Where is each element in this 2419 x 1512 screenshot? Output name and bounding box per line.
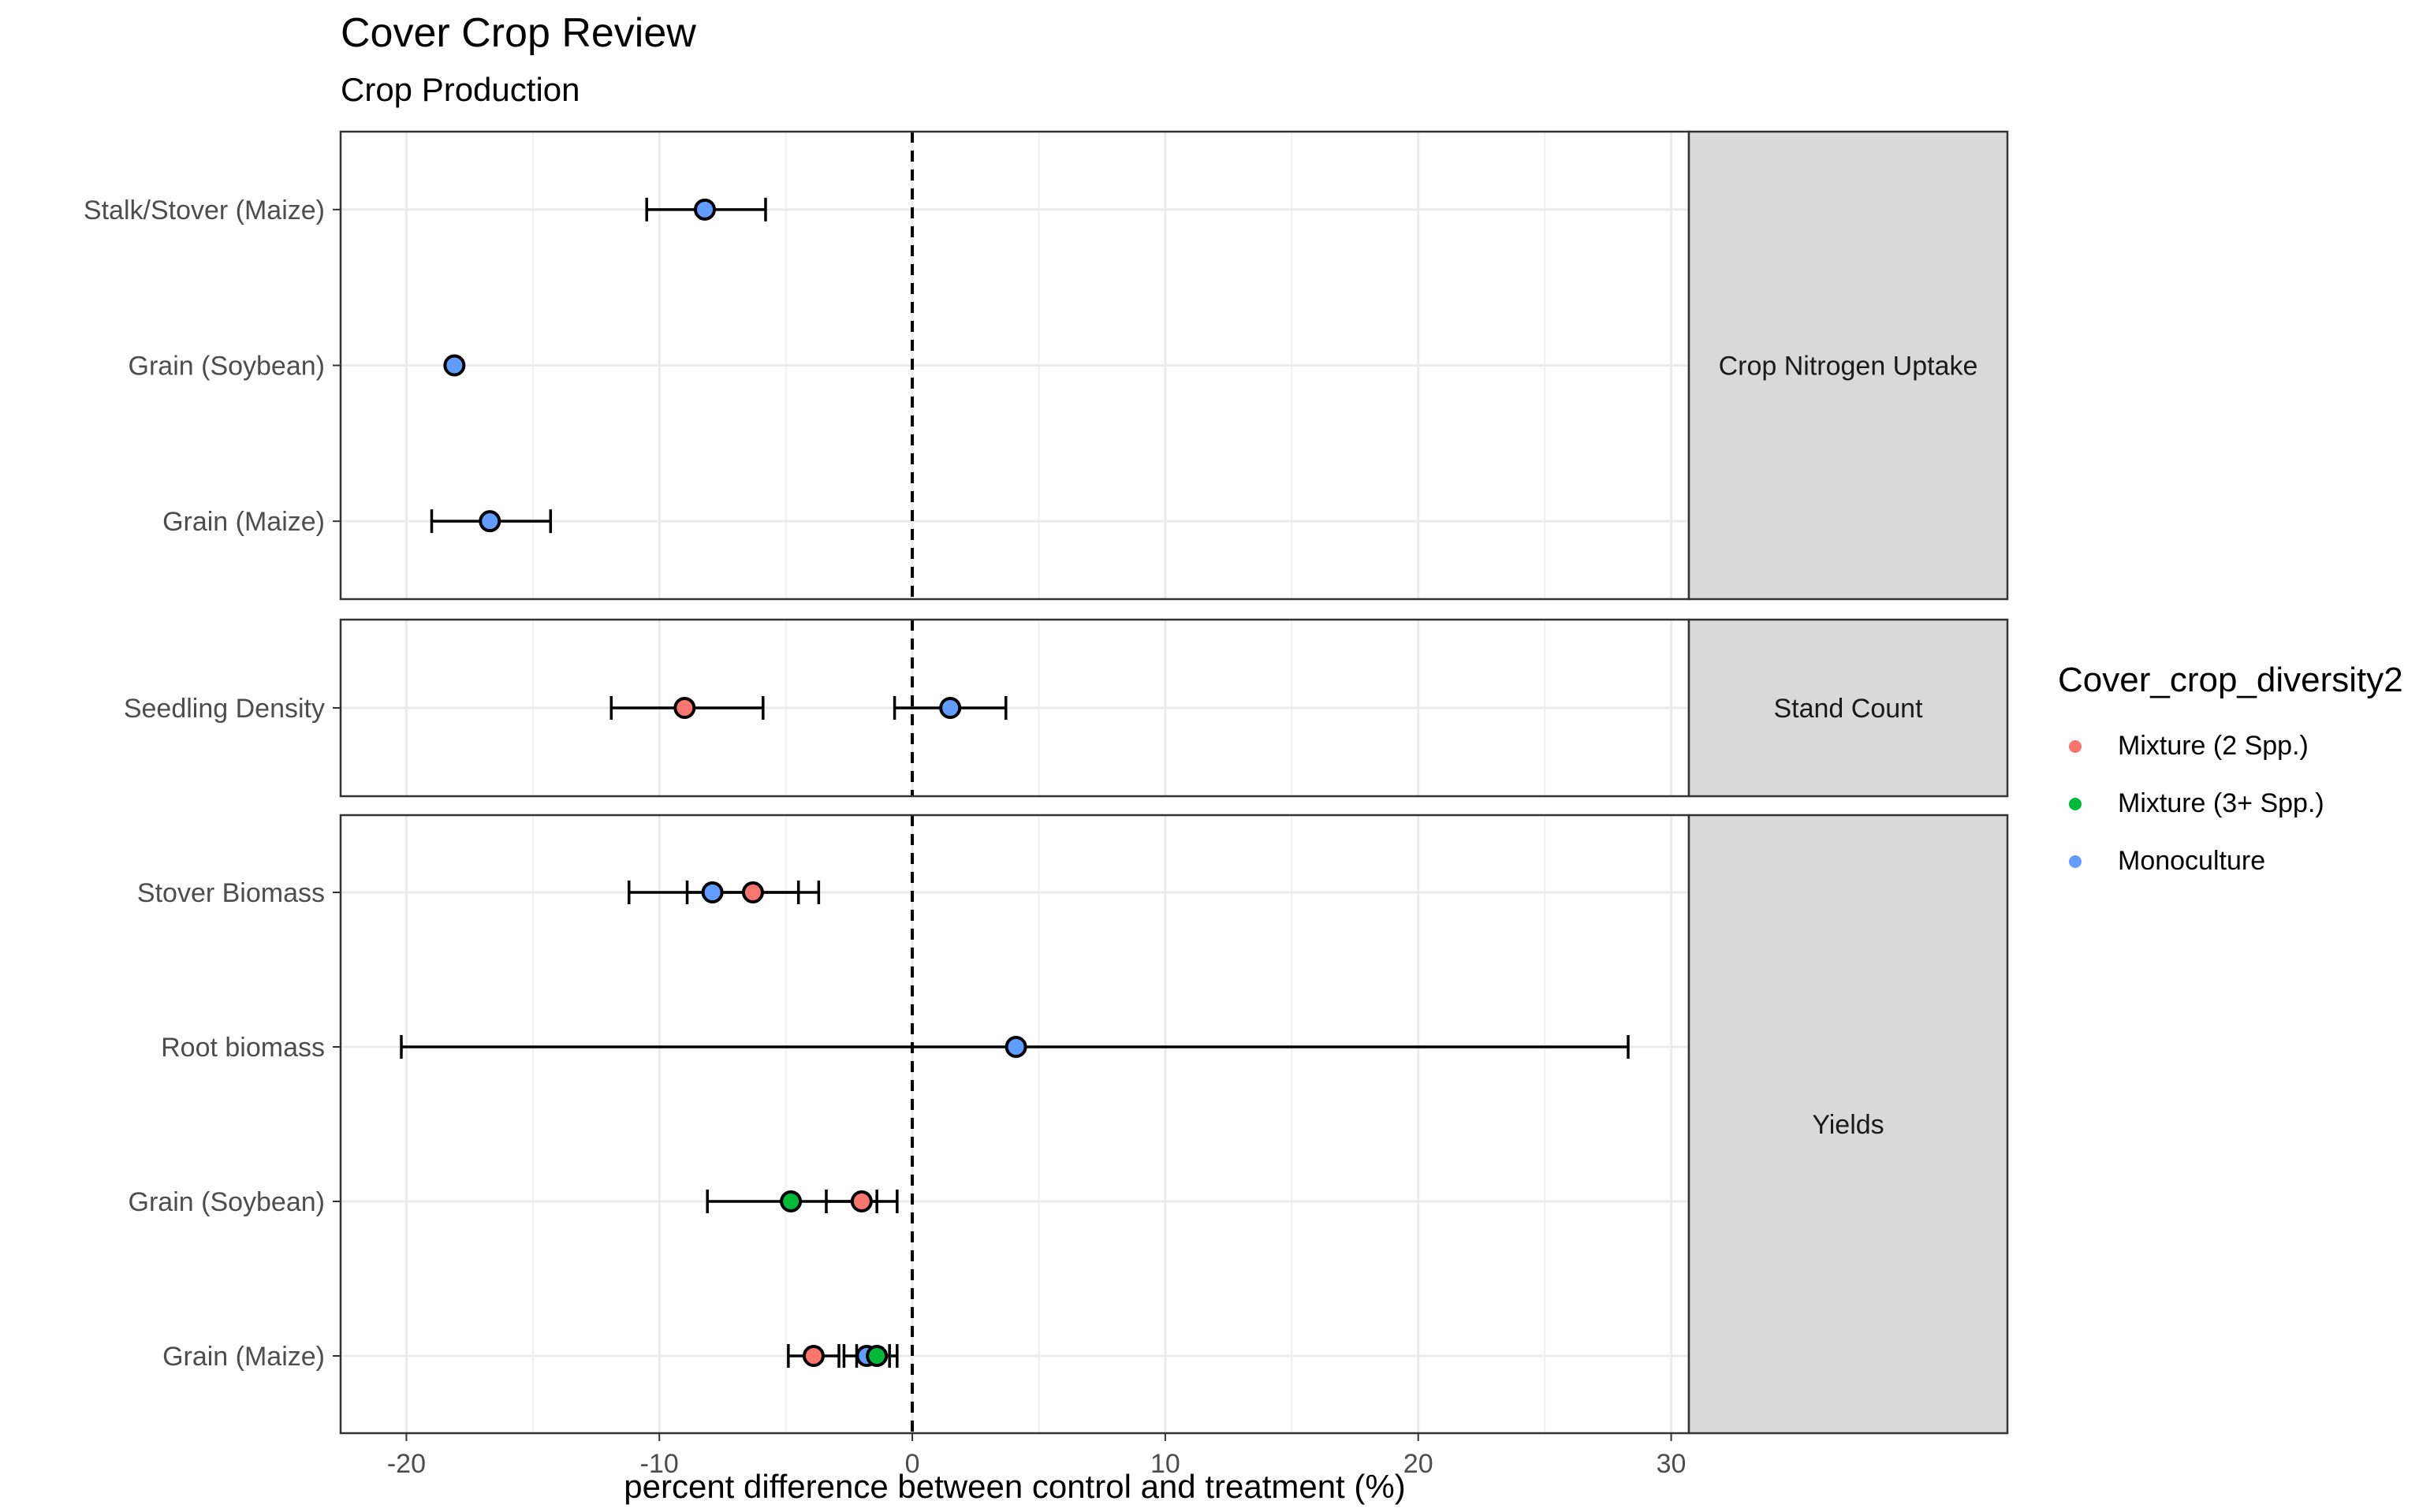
- legend-label-mixture-3plus: Mixture (3+ Spp.): [2118, 788, 2324, 818]
- legend-item-mixture-3plus: Mixture (3+ Spp.): [2058, 775, 2403, 832]
- legend-item-monoculture: Monoculture: [2058, 832, 2403, 890]
- row-label-grain-maize: Grain (Maize): [162, 1342, 325, 1372]
- chart-title: Cover Crop Review: [341, 10, 696, 56]
- legend-label-monoculture: Monoculture: [2118, 846, 2266, 876]
- x-tick-label: -10: [640, 1449, 679, 1479]
- x-tick-label: 0: [905, 1449, 920, 1479]
- point-grain-soybean-mixture-3-spp: [780, 1190, 803, 1212]
- row-label-stalk-stover-maize: Stalk/Stover (Maize): [84, 196, 325, 225]
- point-grain-soybean-mixture-2-spp: [850, 1190, 873, 1212]
- point-grain-maize-mixture-3-spp: [866, 1345, 889, 1367]
- x-tick-label: 20: [1403, 1449, 1433, 1479]
- x-tick-label: 10: [1150, 1449, 1180, 1479]
- row-label-grain-maize: Grain (Maize): [162, 507, 325, 537]
- chart-subtitle: Crop Production: [341, 71, 580, 108]
- x-tick-label: -20: [387, 1449, 426, 1479]
- legend-label-mixture-2: Mixture (2 Spp.): [2118, 731, 2309, 761]
- x-tick-label: 30: [1657, 1449, 1687, 1479]
- point-stalk-stover-maize-monoculture: [693, 198, 716, 221]
- facet-label-crop-nitrogen-uptake: Crop Nitrogen Uptake: [1719, 352, 1978, 382]
- point-grain-maize-mixture-2-spp: [802, 1345, 825, 1367]
- legend: Cover_crop_diversity2 Mixture (2 Spp.) M…: [2058, 661, 2403, 890]
- row-label-grain-soybean: Grain (Soybean): [129, 1187, 325, 1217]
- point-stover-biomass-mixture-2-spp: [741, 881, 764, 903]
- point-seedling-density-monoculture: [939, 697, 962, 719]
- row-label-seedling-density: Seedling Density: [124, 694, 325, 724]
- point-seedling-density-mixture-2-spp: [673, 697, 696, 719]
- point-root-biomass-monoculture: [1004, 1036, 1027, 1058]
- facet-strip-stand-count: [1687, 618, 2009, 798]
- legend-key-mixture-3plus: [2069, 797, 2082, 810]
- point-grain-soybean-monoculture: [443, 354, 466, 377]
- x-axis-title: percent difference between control and t…: [624, 1468, 1405, 1505]
- point-stover-biomass-monoculture: [701, 881, 724, 903]
- row-label-grain-soybean: Grain (Soybean): [129, 352, 325, 382]
- panel-bg-yields: [341, 815, 1689, 1433]
- row-label-stover-biomass: Stover Biomass: [137, 878, 325, 908]
- legend-item-mixture-2: Mixture (2 Spp.): [2058, 717, 2403, 775]
- row-label-root-biomass: Root biomass: [161, 1033, 325, 1063]
- legend-title: Cover_crop_diversity2: [2058, 661, 2403, 699]
- facet-label-stand-count: Stand Count: [1773, 694, 1923, 724]
- facet-strip-yields: [1687, 814, 2009, 1435]
- facet-label-yields: Yields: [1812, 1110, 1884, 1140]
- point-grain-maize-monoculture: [479, 510, 501, 533]
- legend-key-monoculture: [2069, 855, 2082, 868]
- legend-key-mixture-2: [2069, 739, 2082, 753]
- facet-strip-crop-nitrogen-uptake: [1687, 130, 2009, 601]
